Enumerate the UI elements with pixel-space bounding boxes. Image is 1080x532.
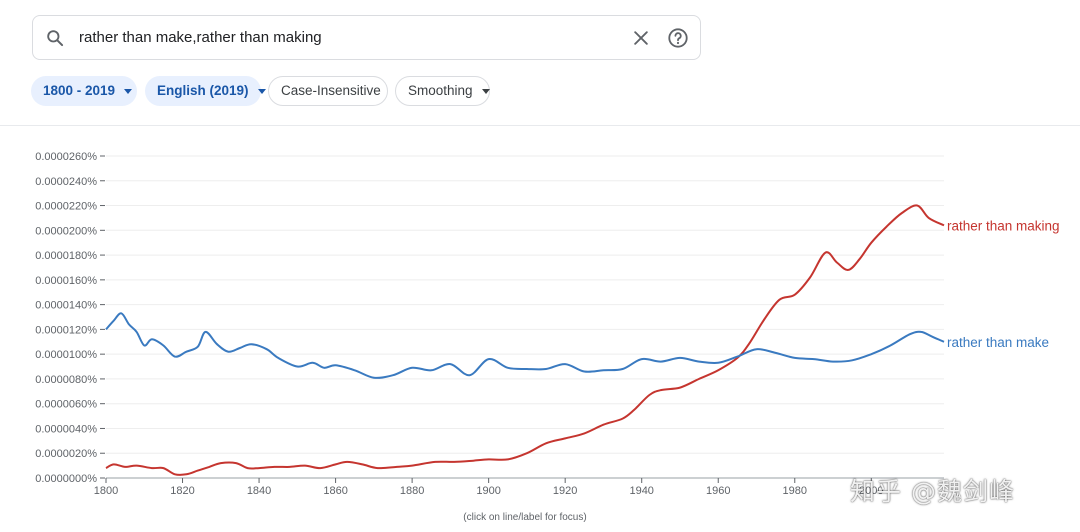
chip-year-range-label: 1800 - 2019 xyxy=(43,83,116,98)
x-tick-label: 1920 xyxy=(553,485,577,497)
y-tick-label: 0.0000000% xyxy=(35,473,97,485)
search-box[interactable] xyxy=(32,15,701,60)
y-tick-label: 0.0000040% xyxy=(35,423,97,435)
x-tick-label: 1860 xyxy=(323,485,347,497)
chip-smoothing[interactable]: Smoothing xyxy=(395,76,490,106)
y-tick-label: 0.0000120% xyxy=(35,324,97,336)
chip-smoothing-label: Smoothing xyxy=(408,83,473,98)
chip-corpus-label: English (2019) xyxy=(157,83,249,98)
x-tick-label: 1840 xyxy=(247,485,271,497)
help-icon[interactable] xyxy=(667,27,689,49)
search-icon xyxy=(47,30,64,47)
y-tick-label: 0.0000060% xyxy=(35,399,97,411)
x-tick-label: 1960 xyxy=(706,485,730,497)
close-icon[interactable] xyxy=(631,28,651,48)
chevron-down-icon xyxy=(257,88,266,94)
x-tick-label: 1940 xyxy=(629,485,653,497)
x-tick-label: 1900 xyxy=(476,485,500,497)
y-tick-label: 0.0000160% xyxy=(35,275,97,287)
x-tick-label: 1800 xyxy=(94,485,118,497)
y-tick-label: 0.0000140% xyxy=(35,300,97,312)
y-tick-label: 0.0000180% xyxy=(35,250,97,262)
x-tick-label: 1980 xyxy=(783,485,807,497)
chevron-down-icon xyxy=(124,88,133,94)
y-tick-label: 0.0000220% xyxy=(35,201,97,213)
watermark: 知乎 @魏剑峰 xyxy=(850,477,1015,506)
ngram-chart: 0.0000000% 0.0000020% 0.0000040% 0.0000060%… xyxy=(35,151,1060,523)
chip-case-insensitive[interactable]: Case-Insensitive xyxy=(268,76,388,106)
y-tick-label: 0.0000080% xyxy=(35,374,97,386)
divider xyxy=(0,125,1080,126)
x-tick-label: 2000 xyxy=(859,485,883,497)
series-label-rather-than-make[interactable]: rather than make xyxy=(947,335,1049,350)
search-input[interactable] xyxy=(79,26,619,50)
series-label-rather-than-making[interactable]: rather than making xyxy=(947,218,1060,233)
chip-corpus[interactable]: English (2019) xyxy=(145,76,266,106)
y-tick-label: 0.0000100% xyxy=(35,349,97,361)
y-tick-label: 0.0000200% xyxy=(35,225,97,237)
chart-footnote: (click on line/label for focus) xyxy=(463,512,586,523)
series-line-rather-than-make[interactable] xyxy=(105,312,945,379)
y-tick-label: 0.0000260% xyxy=(35,151,97,163)
series-line-rather-than-making[interactable] xyxy=(105,204,945,476)
y-tick-label: 0.0000020% xyxy=(35,448,97,460)
x-tick-label: 1880 xyxy=(400,485,424,497)
chip-year-range[interactable]: 1800 - 2019 xyxy=(31,76,137,106)
chip-case-insensitive-label: Case-Insensitive xyxy=(281,83,381,98)
x-tick-label: 1820 xyxy=(170,485,194,497)
chevron-down-icon xyxy=(481,88,490,94)
y-tick-label: 0.0000240% xyxy=(35,176,97,188)
